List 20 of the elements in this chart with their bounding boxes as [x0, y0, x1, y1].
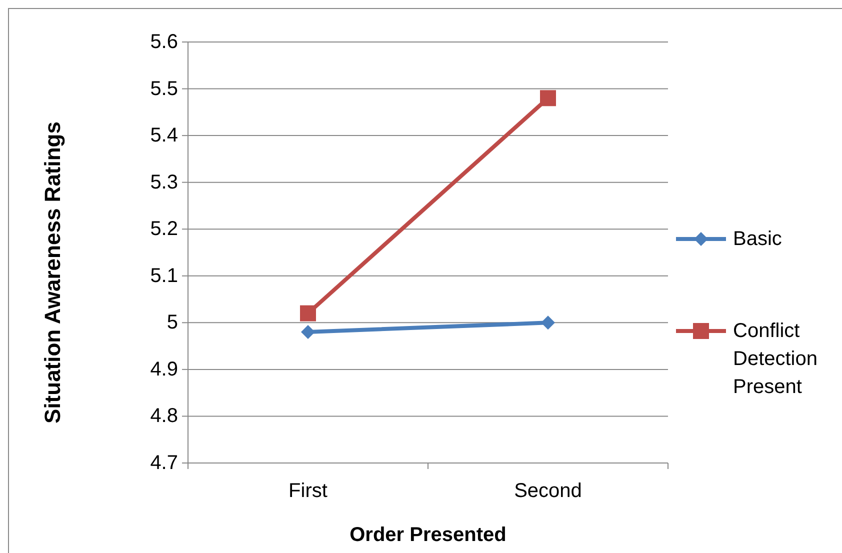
legend-label: Basic — [733, 228, 782, 250]
y-tick-label: 5 — [166, 312, 178, 334]
x-axis-title: Order Presented — [350, 524, 506, 546]
y-tick-label: 4.8 — [150, 405, 178, 428]
point — [541, 316, 555, 330]
y-tick-label: 4.7 — [150, 452, 178, 474]
y-tick-label: 5.2 — [150, 218, 178, 240]
y-axis-title: Situation Awareness Ratings — [40, 122, 65, 424]
y-tick-label: 4.9 — [150, 358, 178, 380]
point — [300, 305, 316, 322]
legend-label: Conflict Detection Present — [733, 320, 818, 398]
y-tick-label: 5.3 — [150, 171, 178, 194]
y-tick-label: 5.6 — [150, 31, 178, 53]
point — [540, 90, 556, 106]
y-tick-label: 5.4 — [150, 124, 178, 147]
point — [301, 325, 315, 340]
x-tick-label: Second — [514, 480, 582, 502]
y-tick-label: 5.5 — [150, 78, 178, 100]
y-tick-label: 5.1 — [150, 264, 178, 287]
x-tick-label: First — [288, 480, 328, 502]
